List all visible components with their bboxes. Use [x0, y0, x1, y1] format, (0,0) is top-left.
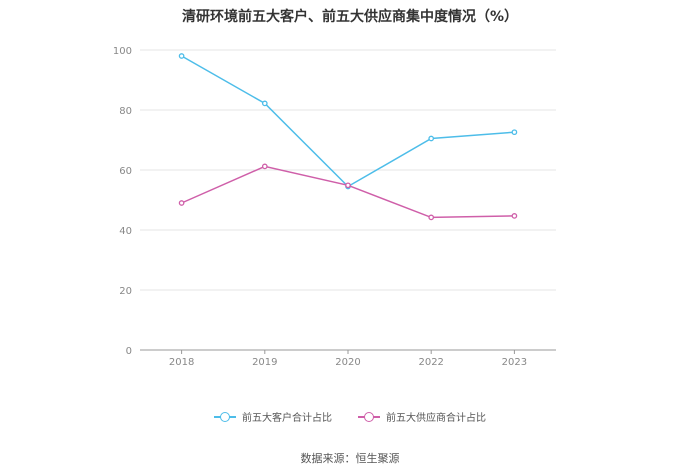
data-point — [511, 213, 518, 219]
legend-label: 前五大供应商合计占比 — [386, 413, 486, 424]
data-point — [428, 214, 435, 221]
data-point — [178, 53, 185, 59]
data-point — [345, 182, 351, 189]
source-note: 数据来源：恒生聚源 — [300, 452, 400, 465]
legend-item-0[interactable]: 前五大客户合计占比 — [214, 409, 332, 424]
legend-item-1[interactable]: 前五大供应商合计占比 — [358, 409, 486, 424]
data-point — [511, 129, 518, 136]
legend: 前五大客户合计占比 前五大供应商合计占比 — [0, 409, 700, 424]
x-tick-label: 2022 — [418, 357, 443, 368]
data-point — [261, 163, 268, 170]
x-tick-label: 2023 — [502, 357, 527, 368]
legend-swatch-marker — [220, 411, 230, 422]
x-tick-label: 2020 — [335, 357, 360, 368]
data-point — [261, 100, 268, 107]
y-tick-label: 100 — [113, 46, 132, 57]
legend-swatch — [214, 411, 236, 423]
x-tick-label: 2019 — [252, 357, 277, 368]
y-tick-label: 80 — [119, 106, 132, 117]
chart-title: 清研环境前五大客户、前五大供应商集中度情况（%） — [181, 9, 519, 25]
legend-swatch — [358, 411, 380, 423]
y-tick-label: 40 — [119, 226, 132, 237]
series-line-0 — [181, 55, 515, 188]
data-point — [428, 135, 435, 142]
y-tick-label: 60 — [119, 166, 132, 177]
x-tick-label: 2018 — [169, 357, 194, 368]
y-tick-label: 0 — [126, 346, 132, 357]
legend-label: 前五大客户合计占比 — [242, 413, 332, 424]
series-line-1 — [181, 165, 515, 219]
y-tick-label: 20 — [119, 286, 132, 297]
legend-swatch-marker — [364, 411, 374, 422]
data-point — [178, 200, 185, 206]
